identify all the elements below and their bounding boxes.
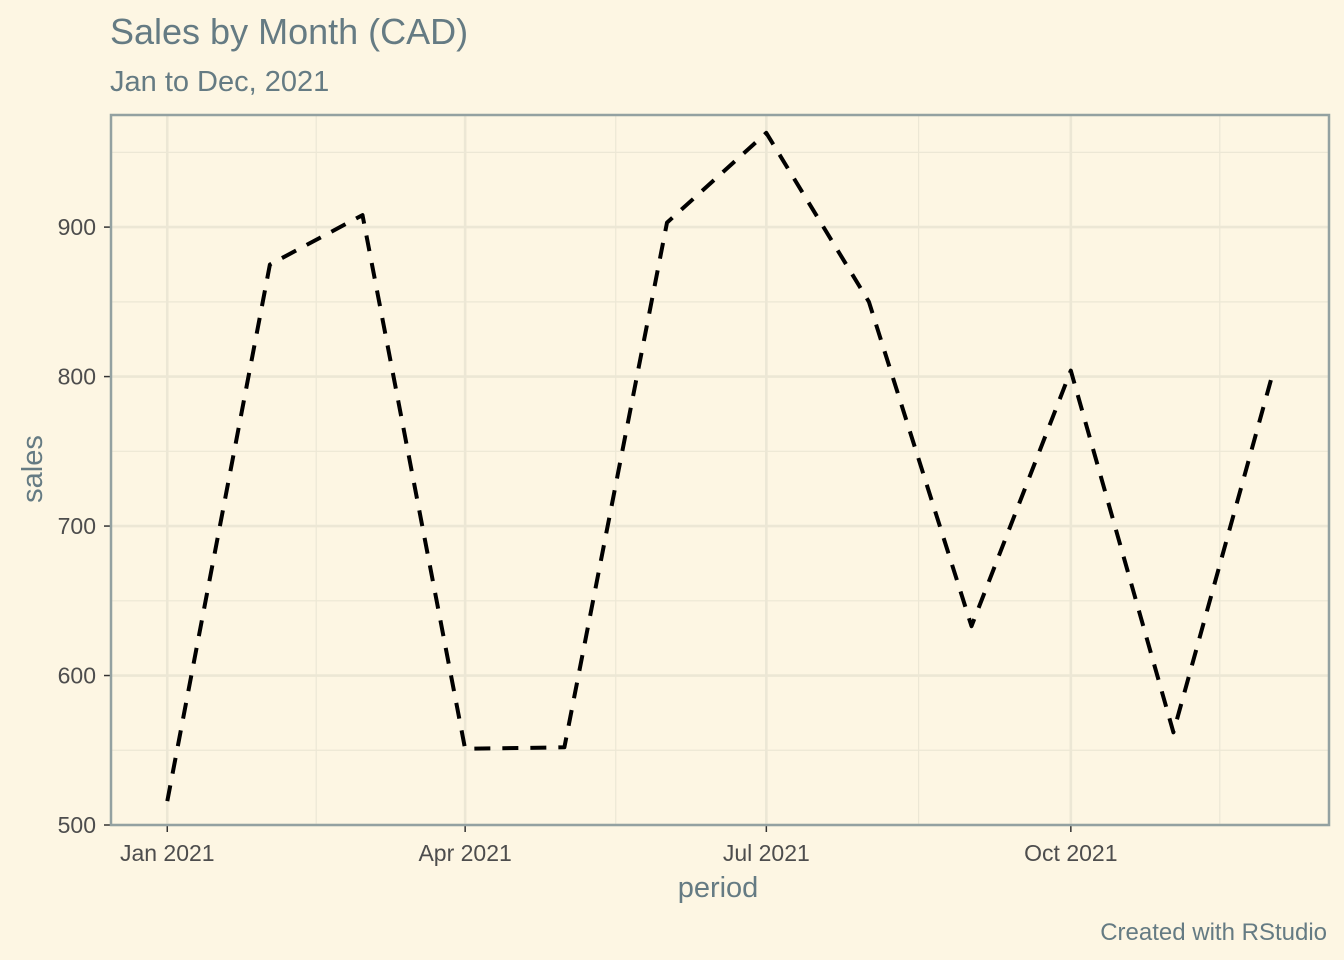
plot-area: 500 600 700 800 900 Jan 2021 Apr 2021 Jul 2021 O…	[58, 113, 1331, 866]
y-tick-label: 900	[58, 214, 96, 240]
y-axis-title: sales	[17, 435, 49, 503]
data-point	[1271, 372, 1275, 376]
series-line	[165, 130, 1275, 802]
x-axis-title: period	[678, 872, 759, 904]
y-tick-label: 600	[58, 663, 96, 689]
x-tick-label: Oct 2021	[1024, 840, 1117, 866]
y-tick-label: 800	[58, 364, 96, 390]
chart-subtitle: Jan to Dec, 2021	[110, 66, 329, 98]
x-tick-label: Apr 2021	[418, 840, 511, 866]
panel-border	[109, 113, 1331, 827]
chart-title: Sales by Month (CAD)	[110, 11, 468, 52]
y-tick-label: 500	[58, 812, 96, 838]
chart-caption: Created with RStudio	[1100, 919, 1327, 946]
x-tick-label: Jan 2021	[120, 840, 215, 866]
y-tick-label: 700	[58, 513, 96, 539]
x-tick-label: Jul 2021	[723, 840, 810, 866]
